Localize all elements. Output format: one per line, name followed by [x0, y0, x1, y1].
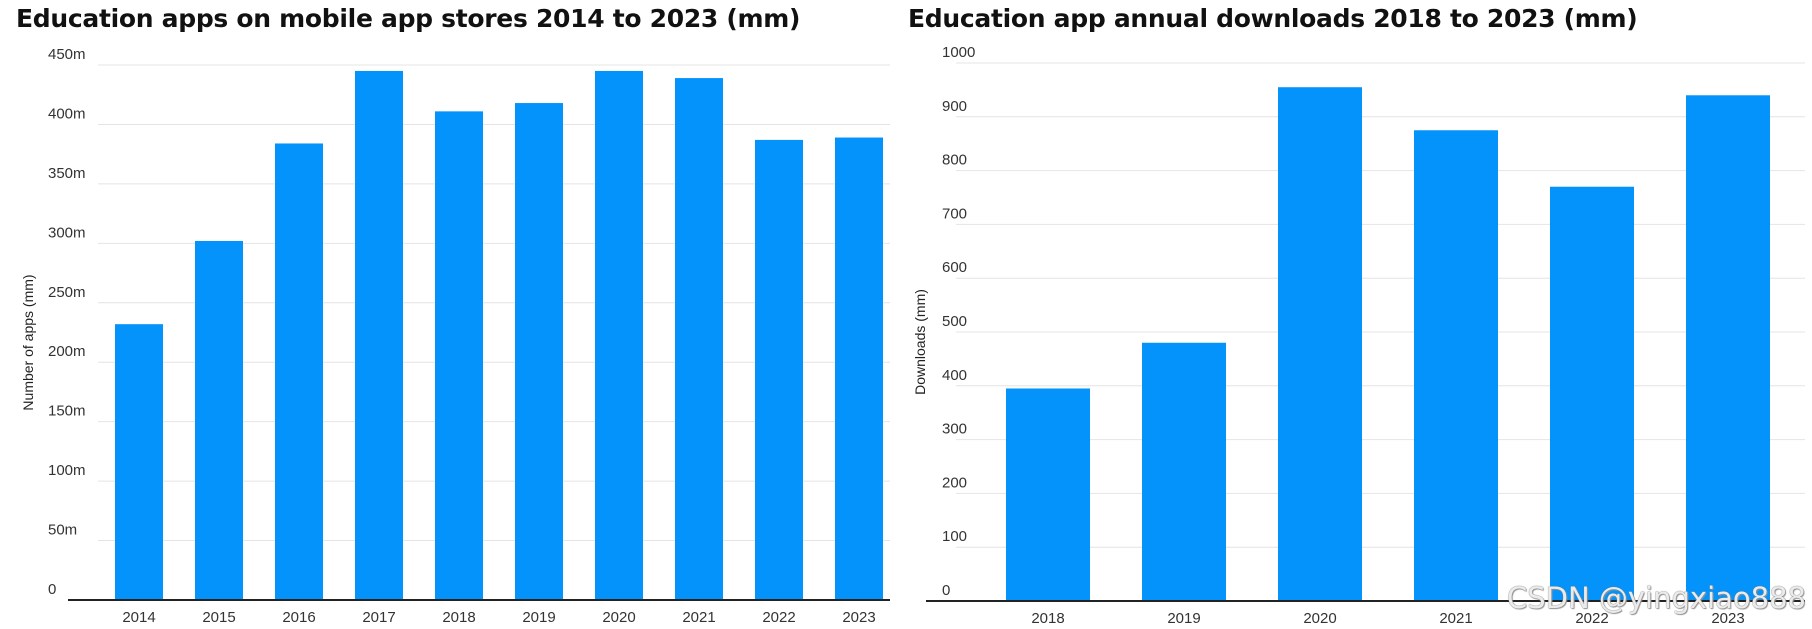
bar-2023: [835, 137, 883, 600]
y-tick-label: 150m: [48, 403, 86, 420]
y-axis-label: Number of apps (mm): [20, 274, 36, 410]
plot-area: 0 100 200 300 400 500 600 700 800 900 1000 2018 2019…: [912, 44, 1805, 627]
bar-2020: [1278, 87, 1362, 601]
x-tick-label: 2023: [1711, 610, 1744, 627]
x-tick-label: 2015: [202, 609, 235, 626]
bar-2023: [1686, 95, 1770, 601]
y-tick-label: 800: [942, 152, 967, 169]
x-tick-label: 2021: [682, 609, 715, 626]
x-tick-label: 2021: [1439, 610, 1472, 627]
x-tick-label: 2020: [1303, 610, 1336, 627]
y-tick-label: 50m: [48, 522, 77, 539]
bar-2019: [1142, 342, 1226, 601]
y-tick-label: 0: [48, 581, 56, 598]
x-tick-label: 2019: [1167, 610, 1200, 627]
x-tick-label: 2016: [282, 609, 315, 626]
x-tick-label: 2014: [122, 609, 155, 626]
y-tick-label: 900: [942, 98, 967, 115]
y-tick-label: 700: [942, 205, 967, 222]
x-tick-label: 2018: [1031, 610, 1064, 627]
y-tick-label: 300m: [48, 224, 86, 241]
y-tick-label: 450m: [48, 46, 86, 63]
chart-title: Education apps on mobile app stores 2014…: [16, 4, 801, 33]
x-tick-label: 2022: [1575, 610, 1608, 627]
bar-2014: [115, 324, 163, 600]
y-tick-label: 250m: [48, 284, 86, 301]
plot-area: 0 50m 100m 150m 200m 250m 300m 350m 400m 450m 2014…: [20, 46, 890, 626]
bar-2019: [515, 103, 563, 601]
y-tick-label: 200: [942, 474, 967, 491]
y-tick-label: 200m: [48, 343, 86, 360]
y-tick-label: 100m: [48, 462, 86, 479]
chart-title: Education app annual downloads 2018 to 2…: [908, 4, 1638, 33]
y-axis-label: Downloads (mm): [912, 289, 928, 395]
x-tick-label: 2017: [362, 609, 395, 626]
bar-2021: [675, 78, 723, 601]
bar-2017: [355, 70, 403, 600]
bar-2022: [1550, 186, 1634, 602]
bar-2018: [1006, 388, 1090, 601]
bar-2016: [275, 143, 323, 600]
chart-annual-downloads: Education app annual downloads 2018 to 2…: [900, 0, 1812, 629]
y-tick-label: 600: [942, 259, 967, 276]
bar-2022: [755, 139, 803, 600]
y-tick-label: 400: [942, 367, 967, 384]
y-tick-label: 0: [942, 582, 950, 599]
bar-2020: [595, 70, 643, 600]
bar-2015: [195, 240, 243, 600]
y-tick-label: 350m: [48, 165, 86, 182]
y-tick-label: 100: [942, 528, 967, 545]
bar-2021: [1414, 130, 1498, 601]
y-tick-label: 500: [942, 313, 967, 330]
y-tick-label: 300: [942, 421, 967, 438]
watermark: CSDN @yingxiao888: [1507, 581, 1806, 615]
chart-apps-on-stores: Education apps on mobile app stores 2014…: [0, 0, 900, 629]
x-tick-label: 2019: [522, 609, 555, 626]
x-tick-label: 2018: [442, 609, 475, 626]
x-tick-label: 2022: [762, 609, 795, 626]
bar-2018: [435, 111, 483, 600]
x-tick-label: 2020: [602, 609, 635, 626]
x-tick-label: 2023: [842, 609, 875, 626]
y-tick-label: 1000: [942, 44, 975, 61]
y-tick-label: 400m: [48, 105, 86, 122]
